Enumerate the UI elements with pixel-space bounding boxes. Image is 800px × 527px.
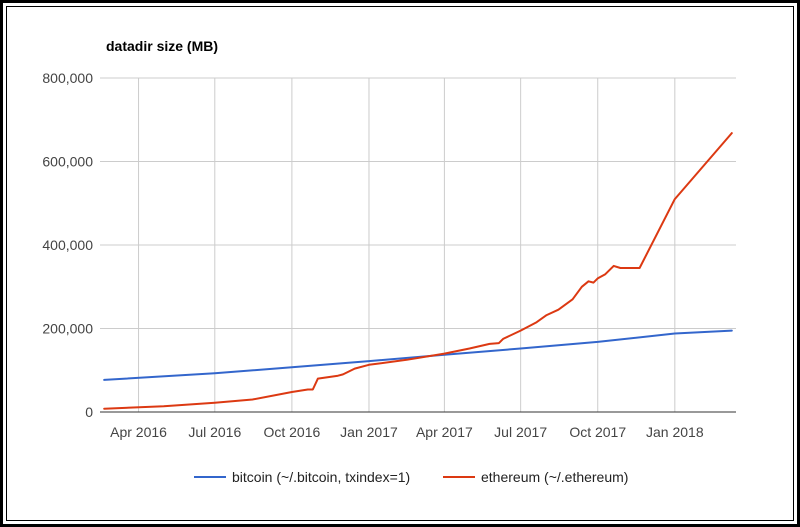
legend-item-1: ethereum (~/.ethereum) <box>443 469 628 485</box>
series-line-0 <box>103 329 733 381</box>
x-tick-label: Jul 2016 <box>188 424 241 440</box>
x-tick-label: Jan 2017 <box>340 424 398 440</box>
x-tick-label: Oct 2017 <box>569 424 626 440</box>
x-tick-label: Apr 2016 <box>110 424 167 440</box>
y-tick-label: 0 <box>85 404 93 420</box>
x-tick-label: Apr 2017 <box>416 424 473 440</box>
series-line-1 <box>103 132 733 410</box>
y-tick-label: 800,000 <box>42 70 93 86</box>
grid <box>100 77 736 413</box>
x-tick-label: Jan 2018 <box>646 424 704 440</box>
x-tick-label: Oct 2016 <box>263 424 320 440</box>
chart-title: datadir size (MB) <box>106 38 218 54</box>
y-tick-label: 200,000 <box>42 321 93 337</box>
legend-item-0: bitcoin (~/.bitcoin, txindex=1) <box>194 469 410 485</box>
y-tick-label: 400,000 <box>42 237 93 253</box>
legend-label: bitcoin (~/.bitcoin, txindex=1) <box>232 469 410 485</box>
plot-area <box>103 132 733 410</box>
legend-label: ethereum (~/.ethereum) <box>481 469 628 485</box>
y-tick-label: 600,000 <box>42 154 93 170</box>
x-axis: Apr 2016 Jul 2016 Oct 2016 Jan 2017 Apr 2017… <box>110 424 704 440</box>
legend: bitcoin (~/.bitcoin, txindex=1) ethereum … <box>194 469 628 485</box>
y-axis: 0 200,000 400,000 600,000 800,000 <box>42 70 93 420</box>
x-tick-label: Jul 2017 <box>494 424 547 440</box>
